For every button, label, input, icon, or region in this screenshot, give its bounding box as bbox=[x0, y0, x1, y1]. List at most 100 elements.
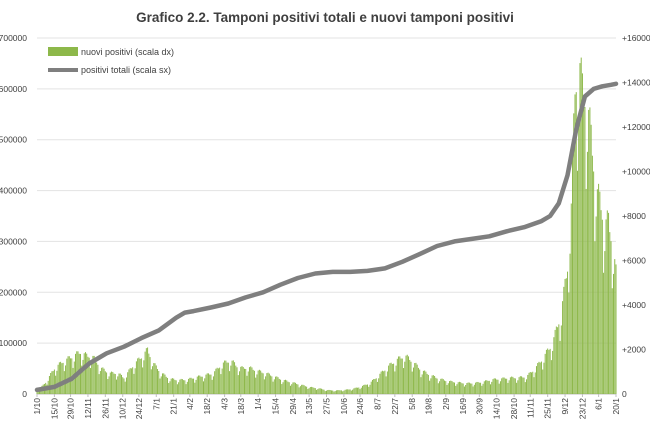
bar-daily bbox=[338, 390, 340, 394]
bar-daily bbox=[94, 358, 96, 394]
bar-daily bbox=[214, 371, 216, 394]
bar-daily bbox=[408, 356, 410, 394]
bar-daily bbox=[176, 384, 178, 394]
bar-daily bbox=[309, 387, 311, 394]
x-tick-label: 1/4 bbox=[253, 398, 263, 410]
bar-daily bbox=[471, 383, 473, 394]
bar-daily bbox=[540, 361, 542, 394]
bar-daily bbox=[304, 386, 306, 394]
bar-daily bbox=[600, 210, 602, 394]
bar-daily bbox=[542, 369, 544, 394]
y-left-tick-label: 100000 bbox=[0, 338, 27, 348]
bar-daily bbox=[260, 370, 262, 394]
bar-daily bbox=[139, 358, 141, 394]
x-tick-label: 18/2 bbox=[202, 398, 212, 415]
bar-daily bbox=[403, 368, 405, 394]
x-tick-label: 6/1 bbox=[594, 398, 604, 410]
bar-daily bbox=[342, 391, 344, 394]
bar-daily bbox=[488, 380, 490, 394]
bar-daily bbox=[134, 368, 136, 394]
bar-daily bbox=[472, 386, 474, 394]
bar-daily bbox=[426, 373, 428, 394]
bar-daily bbox=[360, 387, 362, 394]
y-left-tick-label: 400000 bbox=[0, 186, 27, 196]
bar-daily bbox=[301, 384, 303, 394]
bar-daily bbox=[170, 378, 172, 394]
bar-daily bbox=[357, 387, 359, 394]
bar-daily bbox=[235, 365, 237, 394]
line-positivi-totali bbox=[34, 81, 619, 393]
bar-daily bbox=[89, 368, 91, 394]
bar-daily bbox=[81, 365, 83, 394]
bar-daily bbox=[502, 377, 504, 394]
bar-daily bbox=[330, 390, 332, 394]
bar-daily bbox=[258, 369, 260, 394]
x-tick-label: 22/7 bbox=[390, 398, 400, 415]
bar-daily bbox=[278, 378, 280, 394]
bar-daily bbox=[365, 384, 367, 394]
bar-daily bbox=[138, 357, 140, 394]
bar-daily bbox=[198, 375, 200, 394]
bar-daily bbox=[204, 378, 206, 394]
legend: nuovi positivi (scala dx) positivi total… bbox=[48, 47, 174, 75]
bar-daily bbox=[250, 366, 252, 394]
x-tick-label: 28/10 bbox=[509, 398, 519, 420]
bar-daily bbox=[482, 383, 484, 394]
bar-daily bbox=[133, 373, 135, 394]
line-series bbox=[34, 81, 619, 393]
bar-daily bbox=[200, 376, 202, 394]
bar-daily bbox=[436, 378, 438, 394]
bar-daily bbox=[216, 367, 218, 394]
bar-daily bbox=[240, 366, 242, 394]
bar-daily bbox=[385, 376, 387, 394]
bar-daily bbox=[595, 216, 597, 394]
bar-daily bbox=[195, 379, 197, 394]
bar-daily bbox=[241, 366, 243, 394]
bar-daily bbox=[478, 382, 480, 394]
bar-daily bbox=[349, 389, 351, 394]
bar-daily bbox=[152, 366, 154, 394]
bar-daily bbox=[606, 210, 608, 394]
bar-daily bbox=[186, 381, 188, 394]
bar-daily bbox=[593, 171, 595, 394]
bar-daily bbox=[334, 391, 336, 394]
bar-daily bbox=[311, 386, 313, 394]
bar-daily bbox=[271, 376, 273, 394]
bar-daily bbox=[324, 391, 326, 394]
bar-daily bbox=[224, 360, 226, 394]
bar-daily bbox=[431, 375, 433, 394]
bar-daily bbox=[306, 386, 308, 394]
bar-daily bbox=[288, 382, 290, 394]
bar-daily bbox=[285, 379, 286, 394]
bar-daily bbox=[393, 363, 395, 394]
bar-daily bbox=[358, 387, 360, 394]
x-tick-label: 8/7 bbox=[372, 398, 382, 410]
bar-daily bbox=[219, 367, 221, 394]
bar-daily bbox=[68, 356, 70, 394]
bar-daily bbox=[194, 382, 196, 394]
y-left-tick-label: 200000 bbox=[0, 287, 27, 297]
bar-daily bbox=[261, 372, 263, 394]
bar-daily bbox=[171, 378, 173, 394]
bar-daily bbox=[373, 379, 375, 394]
bar-daily bbox=[590, 124, 592, 395]
bar-daily bbox=[613, 273, 615, 394]
bar-daily bbox=[430, 378, 432, 394]
grid-layer bbox=[37, 37, 616, 395]
x-tick-label: 1/10 bbox=[32, 398, 42, 415]
bar-daily bbox=[400, 358, 402, 394]
bar-daily bbox=[406, 354, 408, 394]
bar-daily bbox=[564, 278, 566, 394]
bar-daily bbox=[111, 371, 113, 394]
x-tick-label: 5/8 bbox=[407, 398, 417, 410]
bar-daily bbox=[196, 376, 198, 394]
x-tick-label: 7/1 bbox=[151, 398, 161, 410]
bar-daily bbox=[545, 349, 547, 394]
x-tick-label: 15/4 bbox=[271, 398, 281, 415]
bar-daily bbox=[168, 383, 170, 394]
bar-daily bbox=[452, 382, 454, 394]
x-tick-label: 24/12 bbox=[134, 398, 144, 420]
bar-daily bbox=[212, 376, 214, 394]
x-tick-label: 14/10 bbox=[492, 398, 502, 420]
bar-daily bbox=[453, 382, 455, 394]
